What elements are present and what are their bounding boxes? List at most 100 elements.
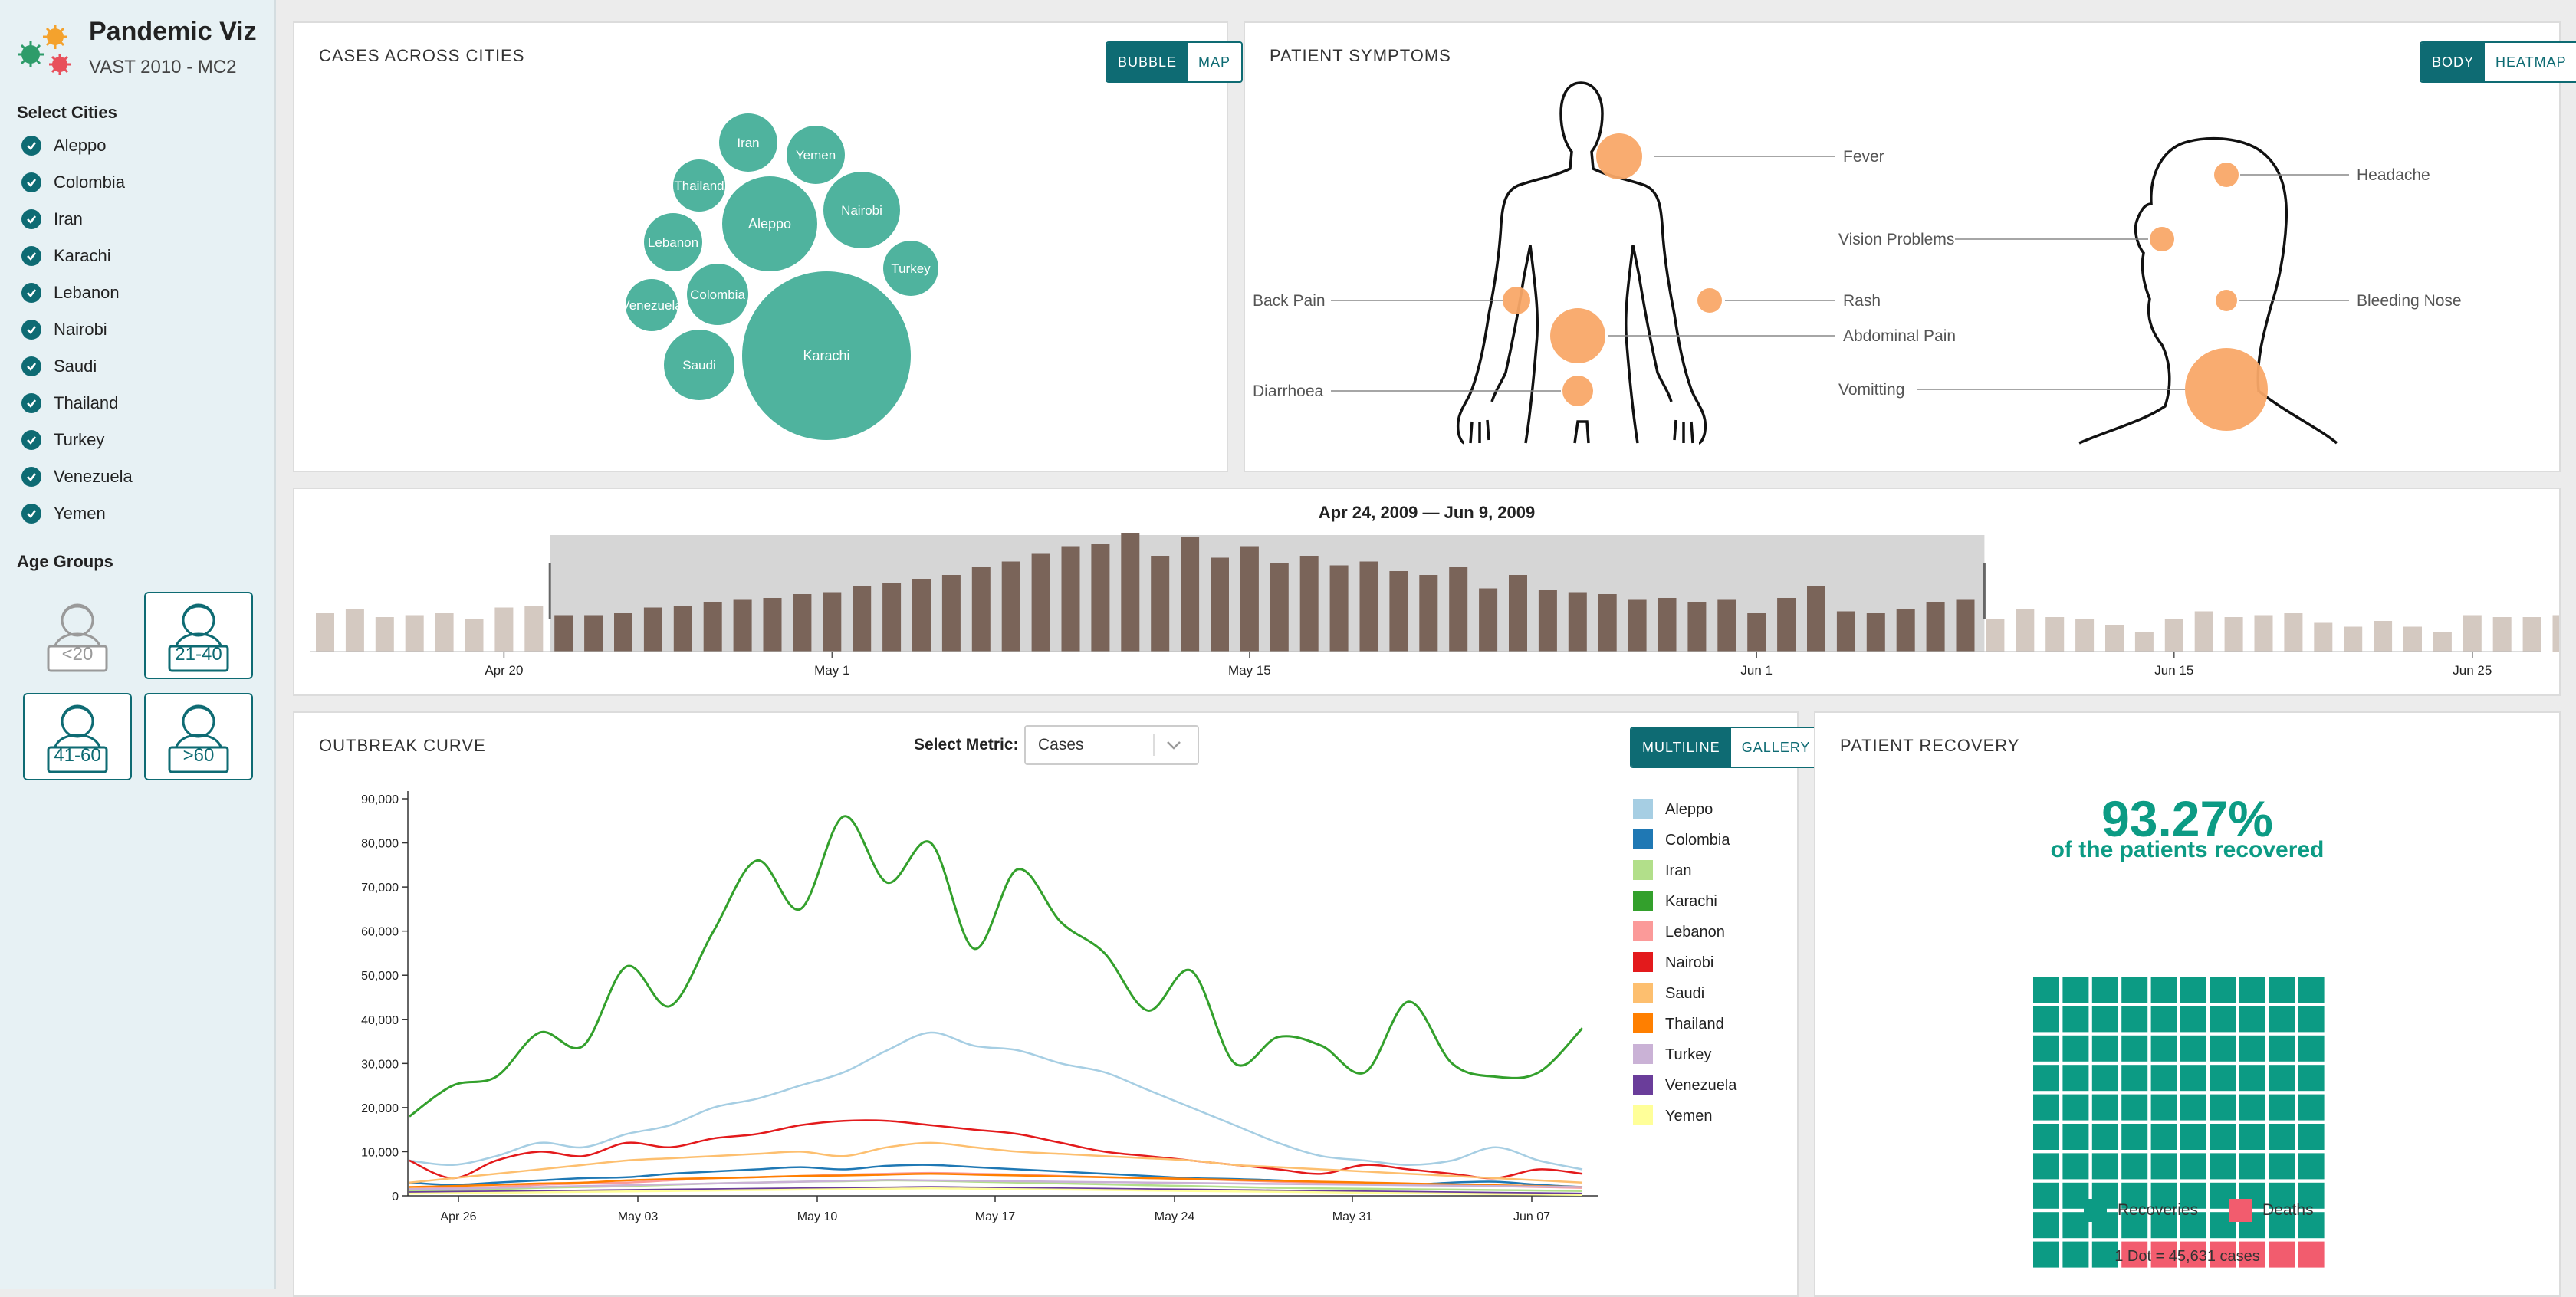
recovery-dot (2033, 1212, 2059, 1239)
bubble-circle[interactable] (719, 113, 777, 172)
symptom-label-vomitting: Vomitting (1838, 381, 1904, 399)
city-bubble-venezuela[interactable]: Venezuela (621, 279, 682, 331)
city-checkbox-aleppo[interactable]: Aleppo (21, 130, 107, 161)
legend-label-yemen: Yemen (1665, 1108, 1713, 1125)
city-label: Lebanon (54, 283, 120, 302)
recovery-dot (2062, 1094, 2089, 1121)
symptom-dot-vomitting[interactable] (2185, 348, 2268, 431)
city-label: Iran (54, 209, 83, 228)
city-bubble-thailand[interactable]: Thailand (673, 159, 725, 212)
patient-recovery-panel: Patient Recovery 93.27% of the patients … (1814, 711, 2561, 1297)
recovery-dot (2180, 1094, 2206, 1121)
symptom-dot-vision-problems[interactable] (2150, 227, 2174, 251)
city-bubble-nairobi[interactable]: Nairobi (823, 172, 900, 248)
gallery-toggle[interactable]: Gallery (1730, 728, 1822, 767)
person-icon (47, 704, 108, 773)
recovery-dot (2269, 1212, 2295, 1239)
city-checkbox-karachi[interactable]: Karachi (21, 241, 111, 271)
timeline-tick-label: Jun 25 (2453, 663, 2492, 678)
timeline-bar (823, 592, 842, 652)
timeline-bar (375, 617, 394, 652)
symptom-label-headache: Headache (2357, 166, 2430, 184)
legend-label-colombia: Colombia (1665, 832, 1730, 849)
recovery-dot (2269, 1182, 2295, 1209)
recovery-dot (2121, 1153, 2148, 1180)
age-group-button[interactable]: <20 (23, 592, 132, 679)
recovery-dot (2091, 1153, 2118, 1180)
city-checkbox-saudi[interactable]: Saudi (21, 351, 97, 382)
city-bubble-karachi[interactable]: Karachi (742, 271, 911, 440)
legend-label-iran: Iran (1665, 862, 1691, 879)
map-toggle[interactable]: Map (1188, 43, 1242, 81)
timeline-bar (1359, 561, 1378, 652)
timeline-bar (405, 615, 424, 652)
bubble-chart: Iran Yemen Thailand Aleppo Nairobi Lebanon Tur… (621, 113, 938, 440)
recovery-dot (2180, 1182, 2206, 1209)
recovery-dot (2033, 977, 2059, 1003)
death-dot (2150, 1241, 2177, 1268)
timeline-bar (1091, 544, 1110, 652)
age-group-button[interactable]: 21-40 (144, 592, 253, 679)
symptom-figure: Fever Back Pain Rash Abdominal Pain Diarrhoe… (1253, 81, 2462, 445)
symptom-dot-rash[interactable] (1697, 288, 1722, 313)
symptom-dot-diarrhoea[interactable] (1562, 376, 1593, 406)
age-group-button[interactable]: >60 (144, 693, 253, 780)
city-checkbox-iran[interactable]: Iran (21, 204, 83, 235)
timeline-bar (1956, 599, 1975, 652)
timeline-chart[interactable]: Apr 20 May 1 May 15 Jun 1 Jun 15 Jun 25 (294, 489, 2559, 694)
city-bubble-aleppo[interactable]: Aleppo (722, 176, 817, 271)
city-bubble-saudi[interactable]: Saudi (664, 330, 734, 400)
city-label: Nairobi (54, 320, 107, 339)
bubble-circle[interactable] (687, 264, 748, 325)
bubble-circle[interactable] (664, 330, 734, 400)
bubble-circle[interactable] (742, 271, 911, 440)
timeline-tick-label: Jun 1 (1740, 663, 1773, 678)
body-toggle[interactable]: Body (2421, 43, 2486, 81)
age-group-button[interactable]: 41-60 (23, 693, 132, 780)
heatmap-toggle[interactable]: Heatmap (2485, 43, 2576, 81)
city-checkbox-yemen[interactable]: Yemen (21, 498, 106, 529)
legend-swatch-turkey (1633, 1044, 1653, 1064)
bubble-circle[interactable] (673, 159, 725, 212)
multiline-toggle[interactable]: Multiline (1631, 728, 1731, 767)
selection-brush[interactable] (550, 535, 1985, 652)
city-bubble-lebanon[interactable]: Lebanon (644, 213, 702, 271)
metric-select[interactable]: Cases (1024, 725, 1199, 765)
symptom-dot-fever[interactable] (1596, 133, 1642, 179)
city-bubble-yemen[interactable]: Yemen (787, 126, 845, 184)
checkmark-icon (21, 467, 41, 487)
person-icon (168, 704, 229, 773)
recovery-dot (2239, 1153, 2266, 1180)
symptom-dot-headache[interactable] (2214, 163, 2239, 187)
bubble-toggle[interactable]: Bubble (1107, 43, 1188, 81)
bubble-circle[interactable] (722, 176, 817, 271)
city-bubble-turkey[interactable]: Turkey (883, 241, 938, 296)
timeline-bar (2016, 609, 2035, 652)
bubble-circle[interactable] (823, 172, 900, 248)
city-bubble-iran[interactable]: Iran (719, 113, 777, 172)
bubble-circle[interactable] (787, 126, 845, 184)
recoveries-swatch (2084, 1199, 2107, 1222)
recovery-dot (2033, 1006, 2059, 1033)
city-checkbox-turkey[interactable]: Turkey (21, 425, 104, 455)
city-bubble-colombia[interactable]: Colombia (687, 264, 748, 325)
bubble-circle[interactable] (626, 279, 678, 331)
symptom-dot-abdominal-pain[interactable] (1550, 308, 1605, 363)
x-tick-label: May 31 (1332, 1210, 1373, 1223)
symptom-dot-back-pain[interactable] (1503, 287, 1530, 314)
recovery-dot (2210, 1094, 2236, 1121)
city-checkbox-colombia[interactable]: Colombia (21, 167, 125, 198)
bubble-circle[interactable] (883, 241, 938, 296)
city-checkbox-venezuela[interactable]: Venezuela (21, 461, 133, 492)
city-checkbox-thailand[interactable]: Thailand (21, 388, 118, 419)
metric-label: Select Metric: (914, 736, 1019, 754)
dot-note: 1 Dot = 45,631 cases (2114, 1248, 2260, 1265)
city-checkbox-nairobi[interactable]: Nairobi (21, 314, 107, 345)
city-checkbox-lebanon[interactable]: Lebanon (21, 277, 120, 308)
timeline-bar (733, 599, 752, 652)
legend-swatch-venezuela (1633, 1075, 1653, 1095)
symptom-dot-bleeding-nose[interactable] (2216, 290, 2237, 311)
bubble-circle[interactable] (644, 213, 702, 271)
timeline-bar (1568, 592, 1587, 652)
panel-title: Patient Recovery (1840, 736, 2020, 755)
